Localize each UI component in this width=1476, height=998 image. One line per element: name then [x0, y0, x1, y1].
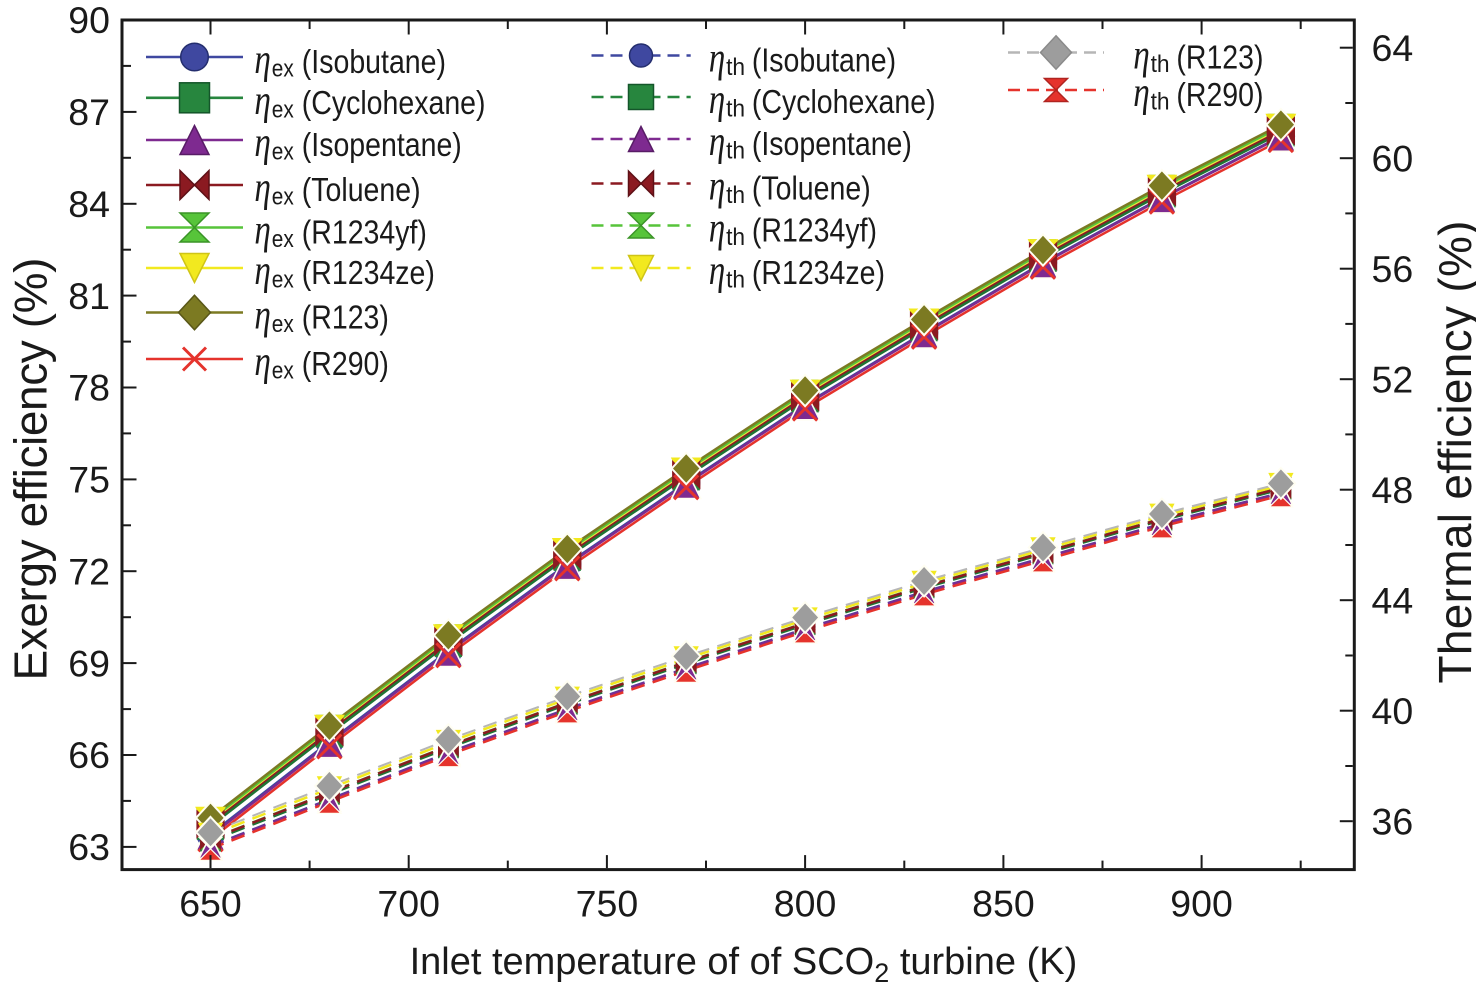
svg-text:90: 90 — [68, 0, 110, 41]
svg-text:(R1234yf): (R1234yf) — [302, 214, 427, 251]
svg-text:(Isobutane): (Isobutane) — [302, 43, 446, 80]
svg-text:850: 850 — [972, 883, 1035, 925]
svg-text:(R290): (R290) — [302, 345, 389, 382]
svg-text:(Cyclohexane): (Cyclohexane) — [302, 84, 486, 121]
svg-text:η: η — [1133, 33, 1150, 79]
svg-text:(R1234ze): (R1234ze) — [302, 254, 435, 291]
svg-text:40: 40 — [1372, 690, 1414, 732]
svg-text:(R1234yf): (R1234yf) — [752, 212, 877, 249]
svg-text:(R1234ze): (R1234ze) — [752, 254, 885, 291]
svg-text:(R290): (R290) — [1176, 76, 1263, 113]
svg-text:36: 36 — [1372, 800, 1414, 842]
svg-text:(Isobutane): (Isobutane) — [752, 42, 896, 79]
svg-text:750: 750 — [576, 883, 639, 925]
svg-text:84: 84 — [68, 183, 110, 225]
svg-text:44: 44 — [1372, 579, 1414, 621]
svg-text:(Isopentane): (Isopentane) — [752, 125, 912, 162]
svg-text:th: th — [1151, 51, 1170, 78]
svg-text:η: η — [709, 164, 726, 210]
svg-text:th: th — [726, 267, 745, 294]
svg-text:η: η — [709, 248, 726, 294]
svg-text:ex: ex — [272, 358, 294, 385]
svg-text:63: 63 — [68, 826, 110, 868]
svg-text:ex: ex — [272, 139, 294, 166]
svg-text:η: η — [709, 77, 726, 123]
svg-text:(R123): (R123) — [1176, 39, 1263, 76]
svg-text:η: η — [1133, 70, 1150, 116]
svg-text:ex: ex — [272, 226, 294, 253]
svg-text:η: η — [254, 78, 271, 124]
svg-text:78: 78 — [68, 367, 110, 409]
svg-text:ex: ex — [272, 96, 294, 123]
svg-text:60: 60 — [1372, 137, 1414, 179]
svg-text:η: η — [709, 119, 726, 165]
svg-text:650: 650 — [179, 883, 242, 925]
svg-text:ex: ex — [272, 311, 294, 338]
svg-text:(Toluene): (Toluene) — [302, 171, 421, 208]
svg-text:η: η — [254, 293, 271, 339]
svg-text:η: η — [254, 339, 271, 385]
svg-text:69: 69 — [68, 642, 110, 684]
svg-text:52: 52 — [1372, 358, 1414, 400]
svg-text:Exergy efficiency (%): Exergy efficiency (%) — [5, 258, 57, 681]
svg-text:48: 48 — [1372, 469, 1414, 511]
svg-text:56: 56 — [1372, 248, 1414, 290]
svg-text:75: 75 — [68, 459, 110, 501]
svg-text:900: 900 — [1170, 883, 1233, 925]
svg-text:ex: ex — [272, 184, 294, 211]
svg-text:th: th — [726, 224, 745, 251]
svg-text:th: th — [726, 182, 745, 209]
svg-text:81: 81 — [68, 275, 110, 317]
svg-text:800: 800 — [774, 883, 837, 925]
svg-text:η: η — [254, 120, 271, 166]
svg-text:th: th — [726, 138, 745, 165]
svg-text:(R123): (R123) — [302, 299, 389, 336]
svg-text:Inlet temperature of of SCO2 t: Inlet temperature of of SCO2 turbine (K) — [410, 941, 1078, 988]
svg-text:700: 700 — [377, 883, 440, 925]
svg-text:(Toluene): (Toluene) — [752, 170, 871, 207]
svg-text:th: th — [726, 54, 745, 81]
svg-text:η: η — [254, 37, 271, 83]
svg-text:72: 72 — [68, 551, 110, 593]
svg-text:η: η — [254, 165, 271, 211]
svg-text:66: 66 — [68, 734, 110, 776]
svg-text:th: th — [1151, 89, 1170, 116]
svg-text:(Cyclohexane): (Cyclohexane) — [752, 83, 936, 120]
svg-text:η: η — [709, 36, 726, 82]
svg-text:ex: ex — [272, 56, 294, 83]
svg-text:ex: ex — [272, 267, 294, 294]
svg-text:87: 87 — [68, 91, 110, 133]
svg-text:η: η — [709, 206, 726, 252]
svg-text:th: th — [726, 96, 745, 123]
svg-text:η: η — [254, 248, 271, 294]
svg-text:η: η — [254, 208, 271, 254]
svg-text:64: 64 — [1372, 27, 1414, 69]
svg-text:(Isopentane): (Isopentane) — [302, 126, 462, 163]
svg-text:Thermal efficiency (%): Thermal efficiency (%) — [1429, 221, 1476, 684]
